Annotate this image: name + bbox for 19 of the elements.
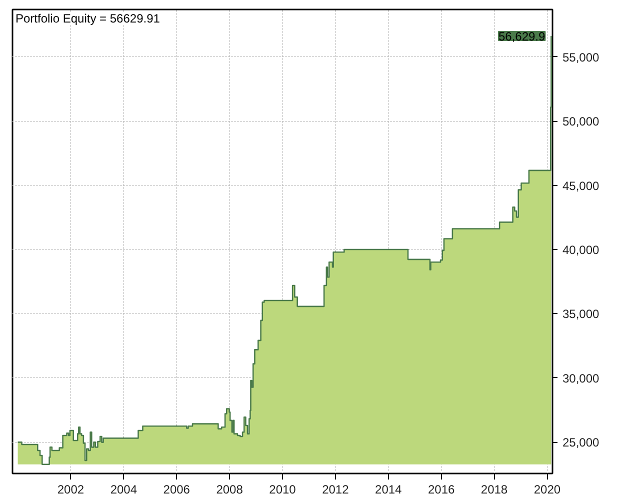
x-tick-label: 2016 bbox=[428, 482, 455, 496]
x-tick-label: 2012 bbox=[322, 482, 350, 496]
x-tick-label: 2002 bbox=[57, 482, 84, 496]
x-tick-label: 2010 bbox=[269, 482, 296, 496]
x-tick-label: 2006 bbox=[163, 482, 190, 496]
y-tick-label: 30,000 bbox=[562, 371, 600, 386]
x-tick-label: 2018 bbox=[480, 482, 508, 496]
x-tick-label: 2004 bbox=[110, 482, 138, 496]
y-tick-label: 35,000 bbox=[562, 307, 600, 322]
y-tick-label: 40,000 bbox=[562, 243, 600, 258]
chart-title: Portfolio Equity = 56629.91 bbox=[16, 12, 160, 26]
x-tick-label: 2014 bbox=[375, 482, 402, 496]
x-tick-label: 2020 bbox=[534, 482, 561, 496]
annotation: 56,629.9 bbox=[498, 29, 546, 44]
y-tick-label: 55,000 bbox=[562, 50, 600, 64]
y-tick-label: 25,000 bbox=[562, 436, 600, 450]
y-tick-label: 50,000 bbox=[562, 114, 600, 129]
x-tick-label: 2008 bbox=[216, 482, 244, 496]
y-tick-label: 45,000 bbox=[562, 178, 600, 193]
